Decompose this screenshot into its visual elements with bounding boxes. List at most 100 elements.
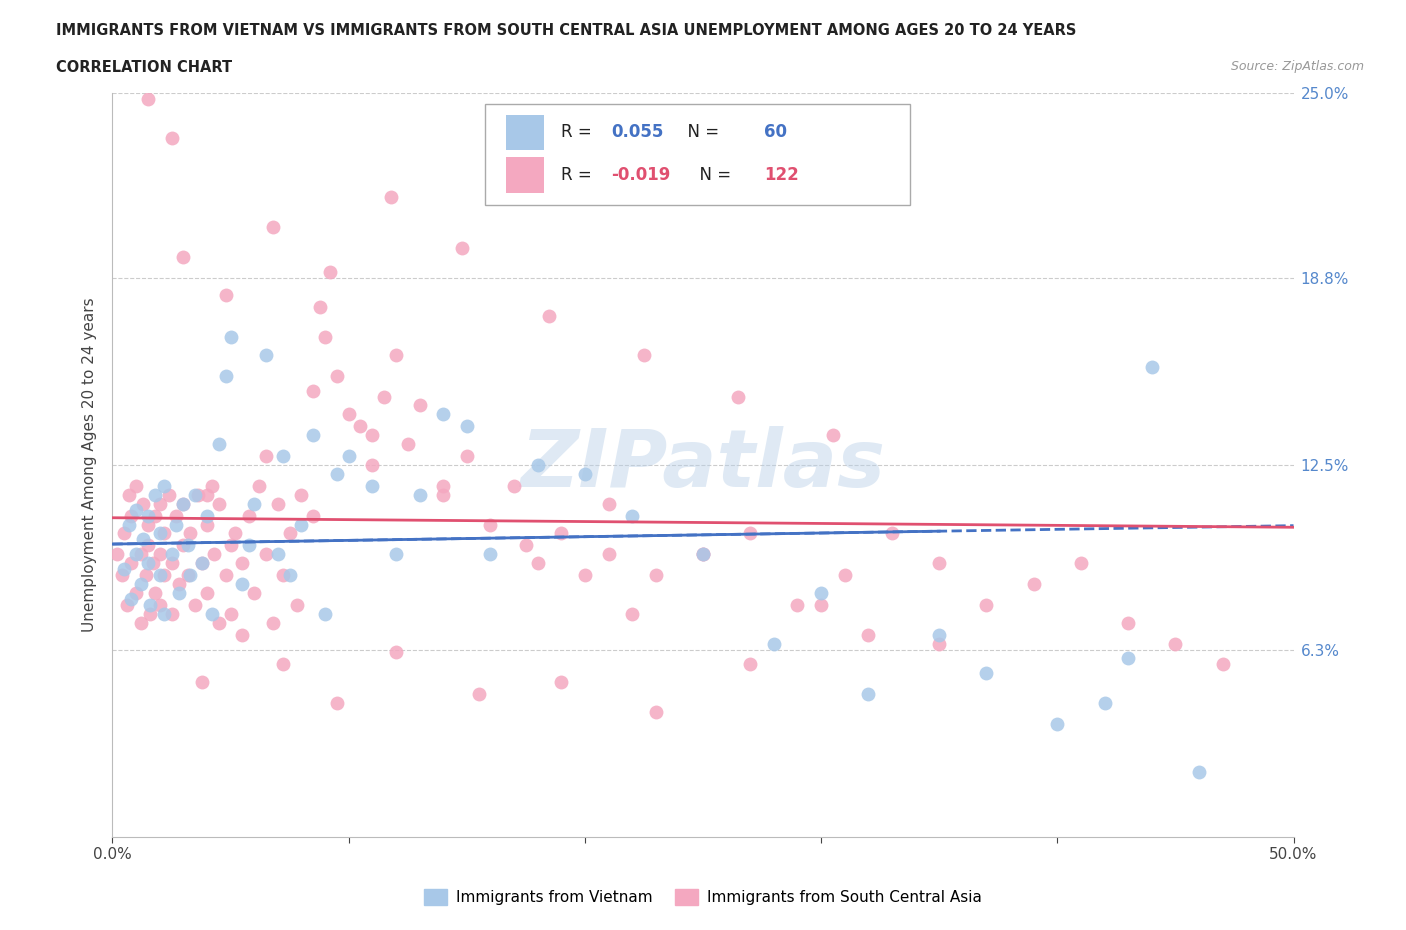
Point [143, 487, 166, 502]
Point [1140, 359, 1163, 374]
Point [231, 577, 253, 591]
Point [215, 288, 238, 303]
Point [112, 562, 135, 577]
Point [271, 657, 294, 671]
Point [396, 437, 419, 452]
Point [786, 597, 808, 612]
Point [172, 249, 194, 264]
Point [172, 497, 194, 512]
Point [219, 538, 242, 552]
Point [740, 657, 762, 671]
Point [621, 606, 644, 621]
Point [160, 606, 183, 621]
Point [120, 591, 142, 606]
Point [314, 606, 336, 621]
Point [1094, 696, 1116, 711]
Point [456, 448, 478, 463]
Point [432, 478, 454, 493]
Point [337, 448, 360, 463]
Point [153, 526, 176, 541]
Point [219, 329, 242, 344]
Point [271, 567, 294, 582]
Point [136, 517, 159, 532]
Point [858, 627, 880, 642]
Point [191, 556, 214, 571]
Point [254, 547, 277, 562]
Point [928, 636, 950, 651]
Point [136, 538, 159, 552]
Point [1116, 651, 1139, 666]
Point [136, 556, 159, 571]
Point [215, 368, 238, 383]
Point [125, 586, 148, 601]
Point [191, 556, 214, 571]
Point [177, 567, 200, 582]
Text: 0.055: 0.055 [610, 124, 664, 141]
Point [129, 547, 152, 562]
Point [179, 526, 201, 541]
Point [224, 526, 246, 541]
Point [201, 606, 224, 621]
Point [195, 586, 218, 601]
Text: R =: R = [561, 124, 598, 141]
Point [149, 567, 172, 582]
Text: CORRELATION CHART: CORRELATION CHART [56, 60, 232, 75]
Text: Source: ZipAtlas.com: Source: ZipAtlas.com [1230, 60, 1364, 73]
Point [118, 517, 141, 532]
Point [120, 508, 142, 523]
FancyBboxPatch shape [506, 157, 544, 193]
Point [1046, 716, 1069, 731]
Point [186, 487, 208, 502]
Point [373, 389, 395, 404]
Point [132, 532, 155, 547]
Point [810, 597, 832, 612]
Point [361, 458, 384, 472]
Point [142, 556, 165, 571]
Point [278, 567, 301, 582]
Point [129, 577, 152, 591]
Point [432, 407, 454, 422]
Point [598, 547, 620, 562]
Point [195, 517, 218, 532]
Point [172, 538, 194, 552]
Point [179, 567, 201, 582]
Point [692, 547, 714, 562]
Point [326, 467, 349, 482]
Point [550, 675, 572, 690]
Point [165, 517, 187, 532]
Point [167, 577, 190, 591]
Text: IMMIGRANTS FROM VIETNAM VS IMMIGRANTS FROM SOUTH CENTRAL ASIA UNEMPLOYMENT AMONG: IMMIGRANTS FROM VIETNAM VS IMMIGRANTS FR… [56, 23, 1077, 38]
Point [361, 428, 384, 443]
Point [231, 556, 253, 571]
Point [451, 240, 474, 255]
Point [165, 508, 187, 523]
Point [135, 567, 157, 582]
Point [267, 547, 290, 562]
Point [928, 556, 950, 571]
Point [834, 567, 856, 582]
Text: R =: R = [561, 166, 598, 184]
Point [880, 526, 903, 541]
Point [129, 616, 152, 631]
Point [467, 686, 489, 701]
Point [167, 586, 190, 601]
Point [136, 508, 159, 523]
Point [432, 487, 454, 502]
Text: 122: 122 [765, 166, 799, 184]
Point [621, 508, 644, 523]
Text: ZIPatlas: ZIPatlas [520, 426, 886, 504]
Point [231, 627, 253, 642]
Legend: Immigrants from Vietnam, Immigrants from South Central Asia: Immigrants from Vietnam, Immigrants from… [418, 883, 988, 911]
Point [202, 547, 225, 562]
Point [385, 645, 408, 660]
Point [195, 508, 218, 523]
Point [479, 547, 502, 562]
Point [149, 597, 172, 612]
Point [243, 497, 266, 512]
Point [177, 538, 200, 552]
Point [302, 508, 325, 523]
Point [574, 467, 596, 482]
Point [290, 517, 312, 532]
Point [184, 487, 207, 502]
FancyBboxPatch shape [485, 104, 910, 205]
